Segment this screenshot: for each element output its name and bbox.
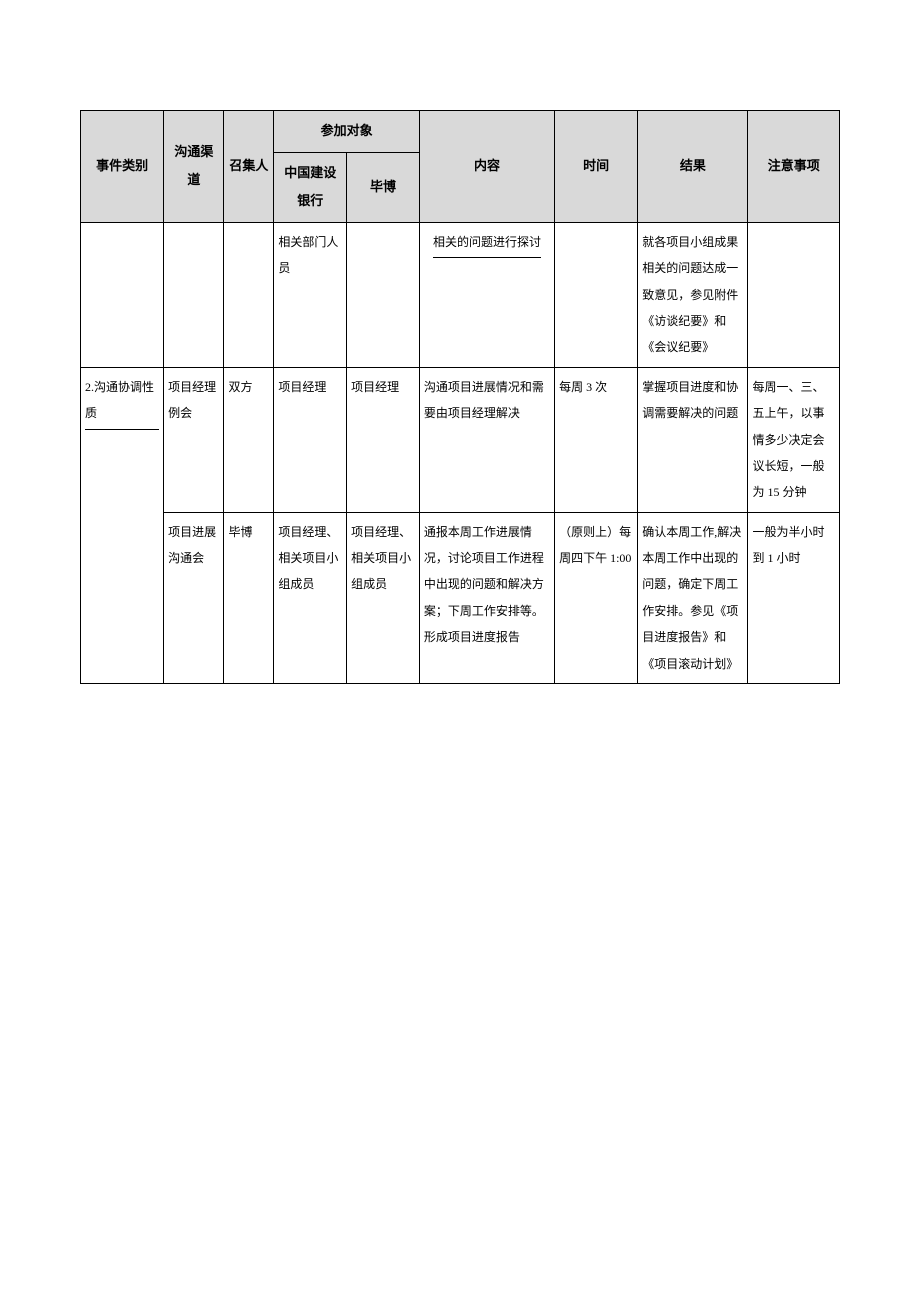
header-participants-group: 参加对象: [274, 111, 420, 153]
cell-notes: 一般为半小时到 1 小时: [748, 512, 840, 683]
cell-result: 确认本周工作,解决本周工作中出现的问题，确定下周工作安排。参见《项目进度报告》和…: [638, 512, 748, 683]
cell-result: 就各项目小组成果相关的问题达成一致意见，参见附件《访谈纪要》和《会议纪要》: [638, 222, 748, 367]
header-category: 事件类别: [81, 111, 164, 223]
cell-bb: 项目经理: [347, 367, 420, 512]
header-result: 结果: [638, 111, 748, 223]
cell-convene: [224, 222, 274, 367]
table-header: 事件类别 沟通渠道 召集人 参加对象 内容 时间 结果 注意事项 中国建设银行 …: [81, 111, 840, 223]
header-channel: 沟通渠道: [164, 111, 224, 223]
cell-channel: 项目经理例会: [164, 367, 224, 512]
cell-content: 相关的问题进行探讨: [419, 222, 554, 367]
cell-bb: 项目经理、相关项目小组成员: [347, 512, 420, 683]
header-participant-ccb: 中国建设银行: [274, 152, 347, 222]
header-participant-bb: 毕博: [347, 152, 420, 222]
header-notes: 注意事项: [748, 111, 840, 223]
cell-content: 通报本周工作进展情况，讨论项目工作进程中出现的问题和解决方案；下周工作安排等。形…: [419, 512, 554, 683]
cell-bb: [347, 222, 420, 367]
cell-time: （原则上）每周四下午 1:00: [555, 512, 638, 683]
cell-result: 掌握项目进度和协调需要解决的问题: [638, 367, 748, 512]
cell-content: 沟通项目进展情况和需要由项目经理解决: [419, 367, 554, 512]
cell-ccb: 项目经理: [274, 367, 347, 512]
cell-time: [555, 222, 638, 367]
header-time: 时间: [555, 111, 638, 223]
table-body: 相关部门人员 相关的问题进行探讨 就各项目小组成果相关的问题达成一致意见，参见附…: [81, 222, 840, 683]
table-row: 项目进展沟通会 毕博 项目经理、相关项目小组成员 项目经理、相关项目小组成员 通…: [81, 512, 840, 683]
cell-channel: 项目进展沟通会: [164, 512, 224, 683]
cell-notes: [748, 222, 840, 367]
cell-category: [81, 222, 164, 367]
table-row: 相关部门人员 相关的问题进行探讨 就各项目小组成果相关的问题达成一致意见，参见附…: [81, 222, 840, 367]
cell-time: 每周 3 次: [555, 367, 638, 512]
cell-convene: 毕博: [224, 512, 274, 683]
table-row: 2.沟通协调性质 项目经理例会 双方 项目经理 项目经理 沟通项目进展情况和需要…: [81, 367, 840, 512]
cell-notes: 每周一、三、五上午，以事情多少决定会议长短，一般为 15 分钟: [748, 367, 840, 512]
communication-plan-table: 事件类别 沟通渠道 召集人 参加对象 内容 时间 结果 注意事项 中国建设银行 …: [80, 110, 840, 684]
cell-category: 2.沟通协调性质: [81, 367, 164, 683]
cell-channel: [164, 222, 224, 367]
cell-ccb: 相关部门人员: [274, 222, 347, 367]
header-convene: 召集人: [224, 111, 274, 223]
cell-convene: 双方: [224, 367, 274, 512]
cell-ccb: 项目经理、相关项目小组成员: [274, 512, 347, 683]
header-content: 内容: [419, 111, 554, 223]
